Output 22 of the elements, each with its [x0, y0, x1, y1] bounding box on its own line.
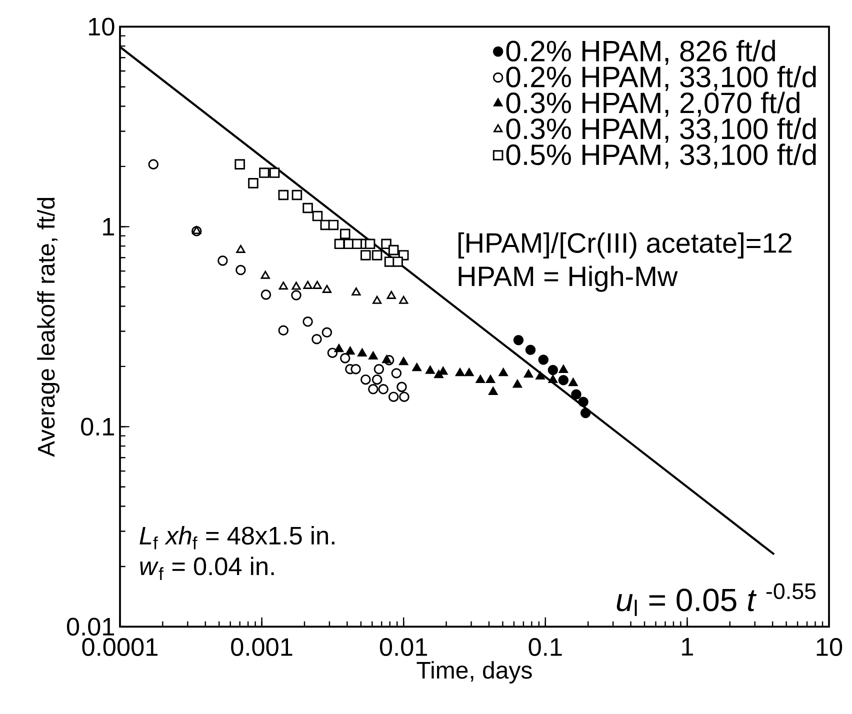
x-tick-label: 0.001 [231, 638, 292, 656]
annotation: u$_{l}$ = 0.05 t $^{-0.55}$ [616, 583, 816, 616]
y-tick-label: 0.1 [81, 418, 114, 436]
legend-label: 0.2% HPAM, 826 ft/d [506, 40, 775, 65]
annotation: HPAM = High-Mw [458, 266, 678, 292]
y-tick-label: 1 [103, 218, 114, 236]
y-axis-title: Average leakoff rate, ft/d [37, 198, 60, 457]
x-tick-label: 1 [682, 638, 693, 656]
legend-label: 0.3% HPAM, 33,100 ft/d [506, 118, 816, 143]
annotation: w$_{f}$ = 0.04 in. [140, 556, 274, 580]
legend-label: 0.3% HPAM, 2,070 ft/d [506, 92, 800, 117]
annotation: L$_{f}$ xh$_{f}$ = 48x1.5 in. [140, 526, 334, 550]
x-axis-title: Time, days [416, 661, 532, 684]
x-tick-label: 0.0001 [82, 638, 158, 656]
y-tick-label: 10 [89, 18, 114, 36]
x-tick-label: 10 [816, 638, 842, 656]
legend-label: 0.2% HPAM, 33,100 ft/d [506, 66, 816, 91]
annotation: [HPAM]/[Cr(III) acetate]=12 [458, 232, 792, 258]
x-tick-label: 0.1 [528, 638, 562, 656]
legend-label: 0.5% HPAM, 33,100 ft/d [506, 144, 816, 169]
x-tick-label: 0.01 [380, 638, 427, 656]
y-tick-label: 0.01 [66, 618, 114, 636]
